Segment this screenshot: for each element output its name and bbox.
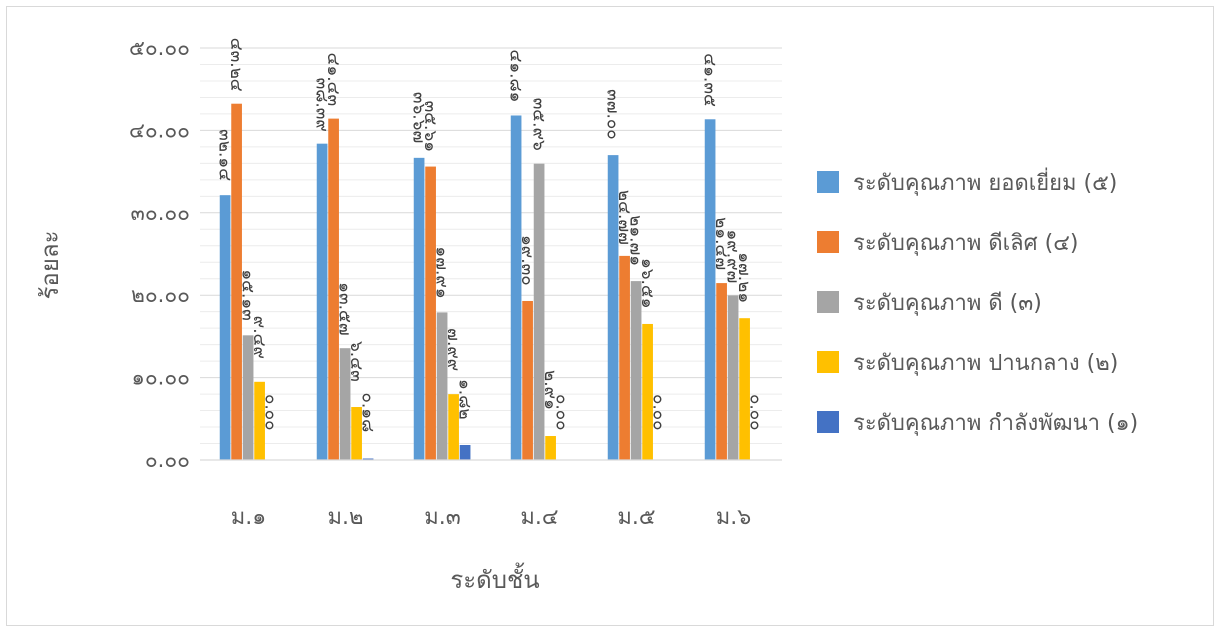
bar bbox=[413, 157, 425, 460]
data-label: ๓๕.๖๑ bbox=[420, 101, 440, 152]
data-label: ๑๙.๓๐ bbox=[517, 235, 537, 286]
bar bbox=[448, 394, 459, 460]
bar bbox=[607, 155, 619, 460]
bar bbox=[425, 166, 436, 460]
data-label: ๑๓.๕๗ bbox=[335, 282, 355, 335]
legend-swatch bbox=[817, 351, 839, 373]
bar bbox=[619, 255, 630, 460]
x-tick-label: ม.๖ bbox=[716, 505, 751, 530]
legend-swatch bbox=[817, 411, 839, 433]
data-label: ๑๕.๑๓ bbox=[238, 269, 258, 320]
data-label: ๖.๔๓ bbox=[346, 341, 366, 382]
bar bbox=[510, 115, 522, 461]
data-label: ๔๑.๓๕ bbox=[700, 53, 720, 107]
bar bbox=[533, 163, 545, 460]
data-label: ๐.๐๐ bbox=[649, 394, 669, 431]
bar bbox=[642, 323, 653, 460]
data-label: ๙.๔๙ bbox=[249, 316, 269, 359]
y-tick-label: ๕๐.๐๐ bbox=[129, 36, 190, 60]
data-label: ๓๘.๓๙ bbox=[312, 78, 332, 132]
bar bbox=[522, 300, 533, 460]
bar bbox=[351, 407, 362, 460]
data-label: ๐.๐๐ bbox=[552, 394, 572, 431]
data-label: ๐.๐๐ bbox=[261, 394, 281, 431]
data-label: ๑๗.๙๑ bbox=[432, 246, 452, 298]
data-label: ๒๔.๗๗ bbox=[614, 190, 634, 245]
x-tick-label: ม.๒ bbox=[328, 505, 364, 530]
data-label: ๒๑.๗๑ bbox=[626, 215, 646, 266]
legend-label: ระดับคุณภาพ ดี (๓) bbox=[853, 291, 1042, 316]
axes: ๐.๐๐ ๑๐.๐๐ ๒๐.๐๐ ๓๐.๐๐ ๔๐.๐๐ ๕๐.๐๐ม.๑ ม.๒ ม.๓ ม.… bbox=[129, 36, 782, 530]
data-label: ๐.๐๐ bbox=[746, 394, 766, 431]
bar bbox=[436, 312, 448, 460]
y-tick-label: ๒๐.๐๐ bbox=[131, 283, 190, 307]
legend-label: ระดับคุณภาพ กำลังพัฒนา (๑) bbox=[853, 411, 1138, 436]
bar bbox=[545, 436, 556, 460]
x-axis-title: ระดับชั้น bbox=[450, 562, 539, 594]
bar bbox=[739, 318, 750, 460]
data-label: ๔๑.๔๓ bbox=[323, 53, 343, 107]
legend-swatch bbox=[817, 171, 839, 193]
bar bbox=[219, 195, 231, 461]
legend-swatch bbox=[817, 291, 839, 313]
bar bbox=[316, 143, 328, 461]
bar bbox=[231, 103, 242, 461]
y-axis-title: ร้อยละ bbox=[36, 231, 64, 300]
data-label: ๑๖.๕๑ bbox=[637, 258, 657, 309]
x-tick-label: ม.๑ bbox=[231, 505, 266, 530]
gridlines bbox=[200, 47, 782, 445]
data-label: ๒.๙๑ bbox=[540, 370, 560, 410]
data-label: ๓๒.๑๔ bbox=[215, 129, 235, 181]
legend-label: ระดับคุณภาพ ปานกลาง (๒) bbox=[853, 351, 1118, 376]
legend-label: ระดับคุณภาพ ยอดเยี่ยม (๕) bbox=[853, 167, 1117, 196]
data-label: ๗.๙๙ bbox=[443, 328, 463, 371]
data-label: ๓๖.๖๗ bbox=[409, 92, 429, 143]
bar bbox=[362, 458, 374, 460]
bar bbox=[459, 445, 471, 460]
bar bbox=[339, 348, 351, 460]
y-tick-label: ๔๐.๐๐ bbox=[129, 118, 190, 142]
data-label: ๒๑.๔๗ bbox=[711, 217, 731, 270]
bar bbox=[254, 381, 265, 460]
data-label: ๐.๑๘ bbox=[358, 393, 378, 433]
x-tick-label: ม.๓ bbox=[424, 505, 461, 530]
data-label: ๔๑.๘๑ bbox=[506, 49, 526, 102]
legend: ระดับคุณภาพ ยอดเยี่ยม (๕) ระดับคุณภาพ ดีเ… bbox=[817, 167, 1138, 436]
data-label: ๑๗.๒๑ bbox=[734, 252, 754, 303]
data-label: ๑๙.๙๗ bbox=[723, 229, 743, 283]
bar bbox=[328, 118, 339, 461]
bar bbox=[727, 295, 739, 460]
x-tick-label: ม.๔ bbox=[520, 505, 558, 530]
bar bbox=[716, 283, 727, 460]
y-tick-label: ๓๐.๐๐ bbox=[131, 201, 190, 225]
legend-swatch bbox=[817, 231, 839, 253]
bar bbox=[242, 335, 254, 460]
bar bbox=[704, 119, 716, 460]
y-tick-label: ๐.๐๐ bbox=[145, 448, 190, 472]
data-label: ๓๗.๐๐ bbox=[603, 89, 623, 140]
data-label: ๔๓.๒๔ bbox=[226, 38, 246, 92]
data-label: ๑.๘๒ bbox=[455, 379, 475, 420]
bar bbox=[630, 281, 642, 460]
y-tick-label: ๑๐.๐๐ bbox=[132, 366, 190, 390]
legend-label: ระดับคุณภาพ ดีเลิศ (๔) bbox=[853, 231, 1078, 256]
bars bbox=[219, 103, 750, 461]
data-label: ๓๕.๙๖ bbox=[529, 98, 549, 151]
x-tick-label: ม.๕ bbox=[617, 505, 655, 530]
